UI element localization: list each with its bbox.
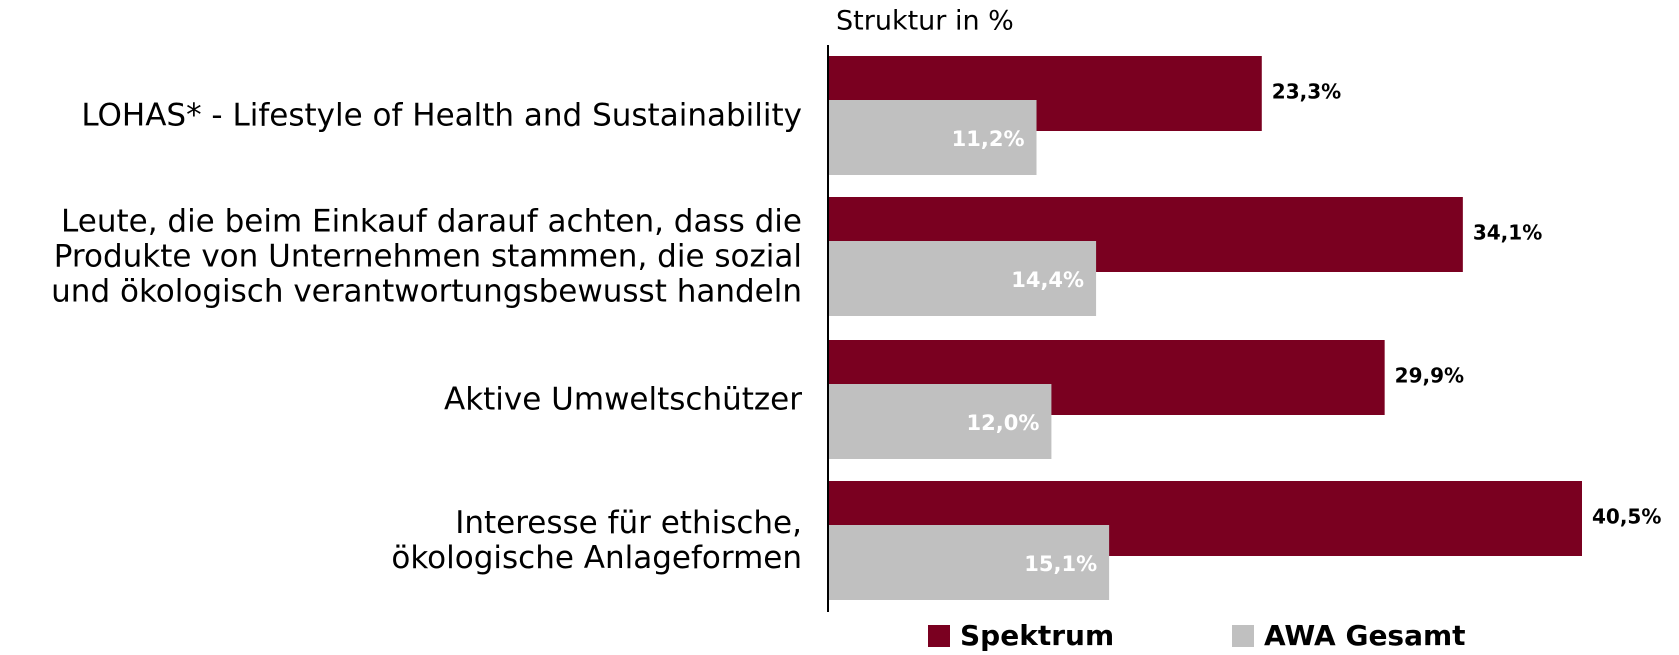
category-label: Interesse für ethische, ökologische Anla…: [391, 505, 802, 576]
value-label: 23,3%: [1272, 80, 1341, 104]
value-label: 12,0%: [967, 411, 1040, 435]
bar: [829, 100, 1037, 175]
value-label: 11,2%: [952, 127, 1025, 151]
legend-swatch: [1232, 625, 1254, 647]
legend-swatch: [928, 625, 950, 647]
value-label: 34,1%: [1473, 221, 1542, 245]
chart-title: Struktur in %: [836, 6, 1014, 37]
category-label: Leute, die beim Einkauf darauf achten, d…: [51, 203, 802, 310]
bar: [829, 525, 1110, 600]
category-label: Aktive Umweltschützer: [443, 381, 802, 418]
value-label: 29,9%: [1395, 364, 1464, 388]
legend-label: Spektrum: [960, 619, 1114, 652]
bar: [829, 384, 1052, 459]
value-label: 15,1%: [1024, 552, 1097, 576]
category-label: LOHAS* - Lifestyle of Health and Sustain…: [81, 97, 802, 134]
value-label: 14,4%: [1011, 268, 1084, 292]
legend-label: AWA Gesamt: [1264, 619, 1466, 652]
value-label: 40,5%: [1592, 505, 1661, 529]
bar: [829, 241, 1097, 316]
